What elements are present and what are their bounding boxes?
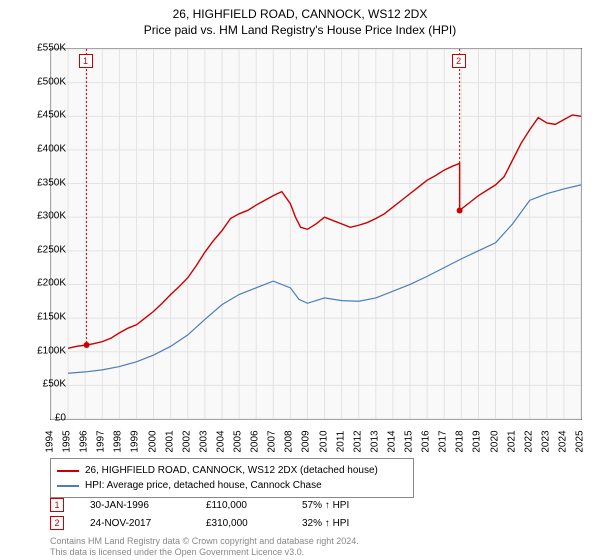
sale-events-table: 1 30-JAN-1996 £110,000 57% ↑ HPI 2 24-NOV-201… bbox=[50, 498, 349, 534]
sale-row: 2 24-NOV-2017 £310,000 32% ↑ HPI bbox=[50, 516, 349, 530]
x-tick-label: 1999 bbox=[130, 430, 141, 452]
sale-row-marker: 1 bbox=[50, 498, 64, 512]
x-tick-label: 2023 bbox=[540, 430, 551, 452]
y-tick-label: £50K bbox=[43, 379, 66, 390]
y-tick-label: £0 bbox=[55, 413, 66, 424]
y-tick-label: £450K bbox=[37, 110, 66, 121]
x-tick-label: 2015 bbox=[404, 430, 415, 452]
x-tick-label: 2017 bbox=[438, 430, 449, 452]
chart-legend: 26, HIGHFIELD ROAD, CANNOCK, WS12 2DX (d… bbox=[50, 458, 414, 498]
sale-row: 1 30-JAN-1996 £110,000 57% ↑ HPI bbox=[50, 498, 349, 512]
y-tick-label: £300K bbox=[37, 211, 66, 222]
sale-price: £310,000 bbox=[206, 518, 276, 529]
x-tick-label: 2020 bbox=[489, 430, 500, 452]
y-tick-label: £100K bbox=[37, 345, 66, 356]
y-tick-label: £500K bbox=[37, 76, 66, 87]
x-tick-label: 2009 bbox=[301, 430, 312, 452]
x-tick-label: 2001 bbox=[164, 430, 175, 452]
y-tick-label: £150K bbox=[37, 312, 66, 323]
footer-line1: Contains HM Land Registry data © Crown c… bbox=[50, 536, 359, 547]
x-tick-label: 2018 bbox=[455, 430, 466, 452]
x-tick-label: 1998 bbox=[113, 430, 124, 452]
x-tick-label: 2002 bbox=[181, 430, 192, 452]
legend-swatch bbox=[57, 470, 79, 472]
x-tick-label: 1994 bbox=[45, 430, 56, 452]
x-tick-label: 2004 bbox=[215, 430, 226, 452]
x-tick-label: 2025 bbox=[575, 430, 586, 452]
sale-date: 24-NOV-2017 bbox=[90, 518, 180, 529]
x-tick-label: 2024 bbox=[557, 430, 568, 452]
title-line2: Price paid vs. HM Land Registry's House … bbox=[0, 22, 600, 38]
x-tick-label: 2013 bbox=[369, 430, 380, 452]
chart-title: 26, HIGHFIELD ROAD, CANNOCK, WS12 2DX Pr… bbox=[0, 0, 600, 38]
x-tick-label: 2006 bbox=[250, 430, 261, 452]
x-tick-label: 2022 bbox=[523, 430, 534, 452]
x-tick-label: 2008 bbox=[284, 430, 295, 452]
x-tick-label: 1995 bbox=[62, 430, 73, 452]
x-tick-label: 2014 bbox=[386, 430, 397, 452]
y-tick-label: £250K bbox=[37, 244, 66, 255]
chart-svg bbox=[51, 49, 581, 419]
x-tick-label: 2005 bbox=[233, 430, 244, 452]
y-tick-label: £400K bbox=[37, 143, 66, 154]
x-tick-label: 2011 bbox=[335, 431, 346, 453]
legend-label: 26, HIGHFIELD ROAD, CANNOCK, WS12 2DX (d… bbox=[85, 463, 378, 478]
legend-item: HPI: Average price, detached house, Cann… bbox=[57, 478, 407, 493]
sale-price: £110,000 bbox=[206, 500, 276, 511]
y-tick-label: £200K bbox=[37, 278, 66, 289]
x-tick-label: 2016 bbox=[421, 430, 432, 452]
legend-label: HPI: Average price, detached house, Cann… bbox=[85, 478, 322, 493]
sale-marker-2: 2 bbox=[452, 54, 466, 68]
x-tick-label: 2012 bbox=[352, 430, 363, 452]
chart-plot-area bbox=[50, 48, 582, 420]
sale-date: 30-JAN-1996 bbox=[90, 500, 180, 511]
y-tick-label: £350K bbox=[37, 177, 66, 188]
x-tick-label: 2007 bbox=[267, 430, 278, 452]
x-tick-label: 1996 bbox=[79, 430, 90, 452]
sale-hpi-delta: 32% ↑ HPI bbox=[302, 518, 349, 529]
x-tick-label: 2019 bbox=[472, 430, 483, 452]
sale-row-marker: 2 bbox=[50, 516, 64, 530]
legend-item: 26, HIGHFIELD ROAD, CANNOCK, WS12 2DX (d… bbox=[57, 463, 407, 478]
title-line1: 26, HIGHFIELD ROAD, CANNOCK, WS12 2DX bbox=[0, 6, 600, 22]
sale-hpi-delta: 57% ↑ HPI bbox=[302, 500, 349, 511]
x-tick-label: 2010 bbox=[318, 430, 329, 452]
footer-line2: This data is licensed under the Open Gov… bbox=[50, 547, 359, 558]
x-tick-label: 2000 bbox=[147, 430, 158, 452]
legend-swatch bbox=[57, 485, 79, 487]
sale-marker-1: 1 bbox=[79, 54, 93, 68]
x-tick-label: 2003 bbox=[198, 430, 209, 452]
y-tick-label: £550K bbox=[37, 43, 66, 54]
x-tick-label: 2021 bbox=[506, 430, 517, 452]
copyright-footer: Contains HM Land Registry data © Crown c… bbox=[50, 536, 359, 559]
x-tick-label: 1997 bbox=[96, 430, 107, 452]
